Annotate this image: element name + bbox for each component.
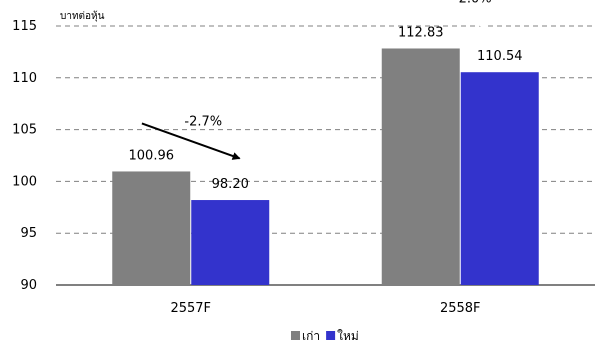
legend-swatch-1 <box>326 331 336 340</box>
legend-swatch-0 <box>291 331 300 340</box>
data-label-2557F-series-1: 98.20 <box>212 177 249 192</box>
legend-label-0: เก่า <box>302 329 320 343</box>
x-tick-2558F: 2558F <box>440 301 481 316</box>
bar-2557F-series-0 <box>112 171 191 285</box>
y-tick-115: 115 <box>12 19 37 34</box>
bar-2557F-series-1 <box>191 200 270 285</box>
y-unit-label: บาทต่อหุ้น <box>60 10 105 22</box>
change-arrow-2558F <box>411 0 511 37</box>
y-tick-110: 110 <box>12 71 37 86</box>
data-label-2558F-series-1: 110.54 <box>477 49 523 64</box>
data-label-2558F-series-0: 112.83 <box>398 25 444 40</box>
x-tick-2557F: 2557F <box>170 301 211 316</box>
bar-2558F-series-1 <box>460 72 539 285</box>
y-tick-100: 100 <box>12 174 37 189</box>
change-annotation-2558F: -2.0% <box>454 0 492 6</box>
y-tick-90: 90 <box>20 278 37 293</box>
bar-2558F-series-0 <box>381 48 460 285</box>
y-tick-105: 105 <box>12 123 37 138</box>
change-arrow-2557F <box>141 122 241 160</box>
change-annotation-2557F: -2.7% <box>184 114 222 129</box>
data-label-2557F-series-0: 100.96 <box>129 148 175 163</box>
y-tick-95: 95 <box>20 226 37 241</box>
legend-label-1: ใหม่ <box>337 329 359 343</box>
